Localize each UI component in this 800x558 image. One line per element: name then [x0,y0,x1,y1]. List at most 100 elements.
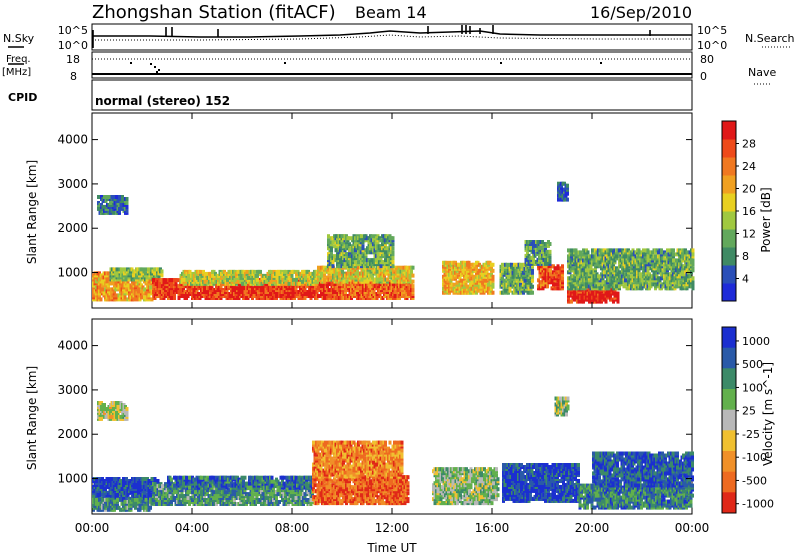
cpid-value: normal (stereo) 152 [95,94,230,108]
power-cell [310,292,313,296]
power-cell [492,269,495,273]
power-cell [323,274,326,278]
power-cell [542,286,545,290]
power-cell [531,275,534,279]
beam-label: Beam 14 [355,3,427,22]
power-cell [412,284,415,288]
power-cell [531,279,534,283]
power-cell [116,267,119,271]
cpid-label: CPID [8,91,37,104]
power-cell [332,264,335,268]
power-cell [359,246,362,250]
power-cell [532,258,535,262]
power-heatmap-cells [92,182,695,304]
power-cell [343,280,346,284]
power-cell [672,252,675,256]
power-colorbar-swatch [722,121,736,140]
power-colorbar-swatch [722,193,736,212]
nsky-trace [92,31,692,37]
power-ytick-label: 2000 [57,221,88,235]
nsearch-label: N.Search [745,32,795,45]
power-cell [181,294,184,298]
power-ytick-label: 1000 [57,266,88,280]
power-cell [392,250,395,254]
power-cell [392,260,395,264]
power-cell [135,275,138,279]
power-cell [386,254,389,258]
power-cell [578,300,581,304]
power-cell [549,256,552,260]
power-cell [624,282,627,286]
power-cell [176,278,179,282]
power-colorbar-swatch [722,229,736,248]
power-cell [549,260,552,264]
power-cell [161,269,164,273]
power-cell [612,300,615,304]
nsky-left-tick-top: 10^5 [58,24,88,37]
power-cell [143,287,146,291]
power-cell [392,246,395,250]
station-title: Zhongshan Station (fitACF) [92,2,336,23]
power-cell [644,252,647,256]
power-cell [561,264,564,268]
power-cell [540,246,543,250]
power-cell [468,261,471,265]
power-cell [675,258,678,262]
date-label: 16/Sep/2010 [590,3,692,22]
power-cell [692,280,695,284]
power-cell [412,266,415,270]
power-colorbar-swatch [722,247,736,266]
nsky-right-tick-top: 10^5 [697,24,727,37]
power-cell [557,264,560,268]
power-colorbar-tick-label: 24 [742,160,756,173]
power-cell [246,270,249,274]
power-cell [270,270,273,274]
power-cell [692,266,695,270]
power-cell [412,274,415,278]
power-cell [253,294,256,298]
power-colorbar-tick-label: 20 [742,183,756,196]
power-cell [549,250,552,254]
power-cell [406,266,409,270]
power-cell [409,292,412,296]
power-cell [173,296,176,300]
power-cell [692,248,695,252]
power-cell [620,280,623,284]
power-cell [647,268,650,272]
power-cell [371,234,374,238]
power-cell [189,270,192,274]
power-cell [328,294,331,298]
power-cell [492,291,495,295]
power-cell [618,270,621,274]
power-cell [575,248,578,252]
power-cell [605,300,608,304]
power-cell [144,267,147,271]
power-cell [161,273,164,277]
power-cell [386,278,389,282]
power-cell [570,248,573,252]
power-cell [360,234,363,238]
power-colorbar-swatch [722,283,736,302]
power-colorbar-swatch [722,139,736,158]
power-cell [132,273,135,277]
power-cell [327,238,330,242]
power-colorbar-tick-label: 12 [742,228,756,241]
power-cell [103,195,106,199]
power-cell [377,252,380,256]
power-cell [573,278,576,282]
power-cell [328,282,331,286]
power-cell [100,297,103,301]
power-colorbar-swatch [722,175,736,194]
power-cell [346,280,349,284]
power-cell [599,248,602,252]
power-cell [348,236,351,240]
power-colorbar-tick-label: 4 [742,273,749,286]
power-cell [692,276,695,280]
power-colorbar-swatch [722,211,736,230]
power-cell [410,270,413,274]
power-cell [546,284,549,288]
power-cell [144,271,147,275]
